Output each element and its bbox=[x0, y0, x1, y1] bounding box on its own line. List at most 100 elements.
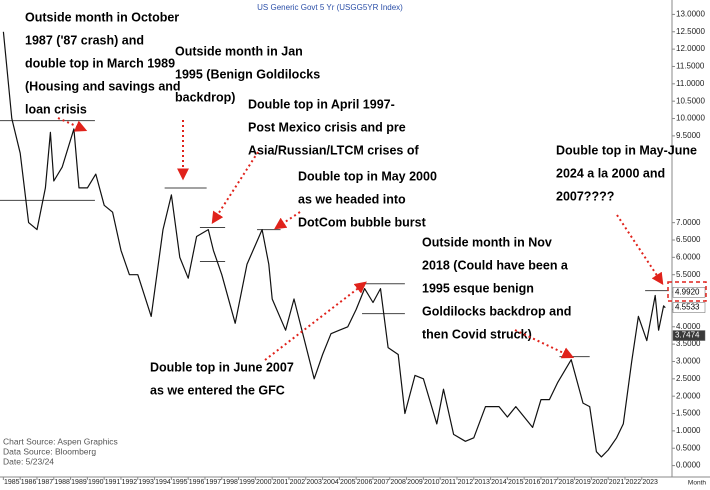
annotation: (Housing and savings and bbox=[25, 79, 181, 93]
annotation: as we entered the GFC bbox=[150, 383, 285, 397]
annotation: 1995 esque benign bbox=[422, 281, 534, 295]
arrow bbox=[616, 214, 664, 286]
y-tick-label: 10.5000 bbox=[676, 96, 705, 105]
annotation: Double top in May-June bbox=[556, 143, 697, 157]
annotation: DotCom bubble burst bbox=[298, 215, 427, 229]
price-label: 3.7474 bbox=[675, 331, 700, 340]
x-tick-label: 1999 bbox=[239, 479, 255, 486]
price-label-box bbox=[672, 302, 706, 313]
x-tick-label: 2012 bbox=[458, 479, 474, 486]
y-tick-label: 1.0000 bbox=[676, 426, 701, 435]
y-tick-label: 2.5000 bbox=[676, 374, 701, 383]
y-tick-label: 13.0000 bbox=[676, 10, 705, 19]
footnote: Data Source: Bloomberg bbox=[3, 446, 96, 456]
x-tick-label: 2001 bbox=[273, 479, 289, 486]
y-tick-label: 1.5000 bbox=[676, 409, 701, 418]
price-line bbox=[2, 31, 666, 458]
y-tick-label: 10.0000 bbox=[676, 114, 705, 123]
annotation: Double top in April 1997- bbox=[248, 97, 395, 111]
y-tick-label: 12.5000 bbox=[676, 27, 705, 36]
y-tick-label: 11.5000 bbox=[676, 62, 705, 71]
y-tick-label: 9.5000 bbox=[676, 131, 701, 140]
x-tick-label: 2004 bbox=[323, 479, 339, 486]
annotation: Outside month in October bbox=[25, 10, 179, 24]
annotation: double top in March 1989 bbox=[25, 56, 175, 70]
annotation: 2007???? bbox=[556, 189, 614, 203]
footnote: Date: 5/23/24 bbox=[3, 456, 54, 466]
x-tick-label: 2008 bbox=[390, 479, 406, 486]
x-tick-label: 1986 bbox=[21, 479, 37, 486]
price-label: 4.5533 bbox=[675, 303, 700, 312]
x-tick-label: 1989 bbox=[71, 479, 87, 486]
y-tick-label: 3.5000 bbox=[676, 339, 701, 348]
y-tick-label: 5.5000 bbox=[676, 270, 701, 279]
y-tick-label: 0.5000 bbox=[676, 443, 701, 452]
x-tick-label: 2006 bbox=[357, 479, 373, 486]
x-tick-label: 1990 bbox=[88, 479, 104, 486]
x-tick-label: 1991 bbox=[105, 479, 121, 486]
y-tick-label: 11.0000 bbox=[676, 79, 705, 88]
x-tick-label: 2007 bbox=[374, 479, 390, 486]
x-tick-label: 2017 bbox=[542, 479, 558, 486]
y-tick-label: 3.0000 bbox=[676, 357, 701, 366]
x-tick-label: 2000 bbox=[256, 479, 272, 486]
y-tick-label: 6.5000 bbox=[676, 235, 701, 244]
y-tick-label: 12.0000 bbox=[676, 44, 705, 53]
x-tick-label: 1994 bbox=[155, 479, 171, 486]
y-tick-label: 0.0000 bbox=[676, 461, 701, 470]
annotation: backdrop) bbox=[175, 90, 235, 104]
arrow bbox=[514, 329, 575, 359]
arrow bbox=[211, 151, 259, 225]
annotation: Outside month in Nov bbox=[422, 235, 552, 249]
x-tick-label: 1985 bbox=[4, 479, 20, 486]
price-label-box bbox=[672, 330, 706, 341]
y-tick-label: 7.0000 bbox=[676, 218, 701, 227]
x-tick-label: 2023 bbox=[642, 479, 658, 486]
x-tick-label: 2018 bbox=[558, 479, 574, 486]
x-tick-label: 1992 bbox=[122, 479, 138, 486]
x-tick-label: 2021 bbox=[609, 479, 625, 486]
x-tick-label: 2005 bbox=[340, 479, 356, 486]
annotation: 1987 ('87 crash) and bbox=[25, 33, 144, 47]
x-tick-label: 1995 bbox=[172, 479, 188, 486]
x-tick-label: 1998 bbox=[222, 479, 238, 486]
x-tick-label: 2020 bbox=[592, 479, 608, 486]
x-axis-label: Month bbox=[688, 480, 706, 487]
x-tick-label: 2010 bbox=[424, 479, 440, 486]
annotation: 2024 a la 2000 and bbox=[556, 166, 665, 180]
x-tick-label: 2003 bbox=[306, 479, 322, 486]
x-tick-label: 1987 bbox=[38, 479, 54, 486]
annotation: Outside month in Jan bbox=[175, 44, 303, 58]
x-tick-label: 1993 bbox=[138, 479, 154, 486]
x-tick-label: 1988 bbox=[54, 479, 70, 486]
x-tick-label: 2022 bbox=[626, 479, 642, 486]
annotation: as we headed into bbox=[298, 192, 406, 206]
price-label-box bbox=[672, 287, 706, 298]
x-tick-label: 2019 bbox=[575, 479, 591, 486]
price-label: 4.9920 bbox=[675, 287, 700, 296]
y-tick-label: 6.0000 bbox=[676, 252, 701, 261]
x-tick-label: 2014 bbox=[491, 479, 507, 486]
chart-title: US Generic Govt 5 Yr (USGG5YR Index) bbox=[257, 3, 403, 12]
footnote: Chart Source: Aspen Graphics bbox=[3, 436, 118, 446]
annotation: Double top in June 2007 bbox=[150, 360, 294, 374]
annotation: 2018 (Could have been a bbox=[422, 258, 569, 272]
x-tick-label: 2015 bbox=[508, 479, 524, 486]
x-tick-label: 1997 bbox=[206, 479, 222, 486]
annotation: 1995 (Benign Goldilocks bbox=[175, 67, 320, 81]
x-tick-label: 2016 bbox=[525, 479, 541, 486]
arrows bbox=[57, 117, 664, 361]
annotation: loan crisis bbox=[25, 102, 87, 116]
annotation: Post Mexico crisis and pre bbox=[248, 120, 406, 134]
arrow bbox=[264, 281, 367, 361]
annotation: Goldilocks backdrop and bbox=[422, 304, 571, 318]
x-tick-label: 2009 bbox=[407, 479, 423, 486]
x-tick-label: 2011 bbox=[441, 479, 456, 486]
y-tick-label: 2.0000 bbox=[676, 391, 701, 400]
annotation: Double top in May 2000 bbox=[298, 169, 437, 183]
x-tick-label: 2002 bbox=[290, 479, 306, 486]
y-tick-label: 4.0000 bbox=[676, 322, 701, 331]
annotation: Asia/Russian/LTCM crises of bbox=[248, 143, 419, 157]
